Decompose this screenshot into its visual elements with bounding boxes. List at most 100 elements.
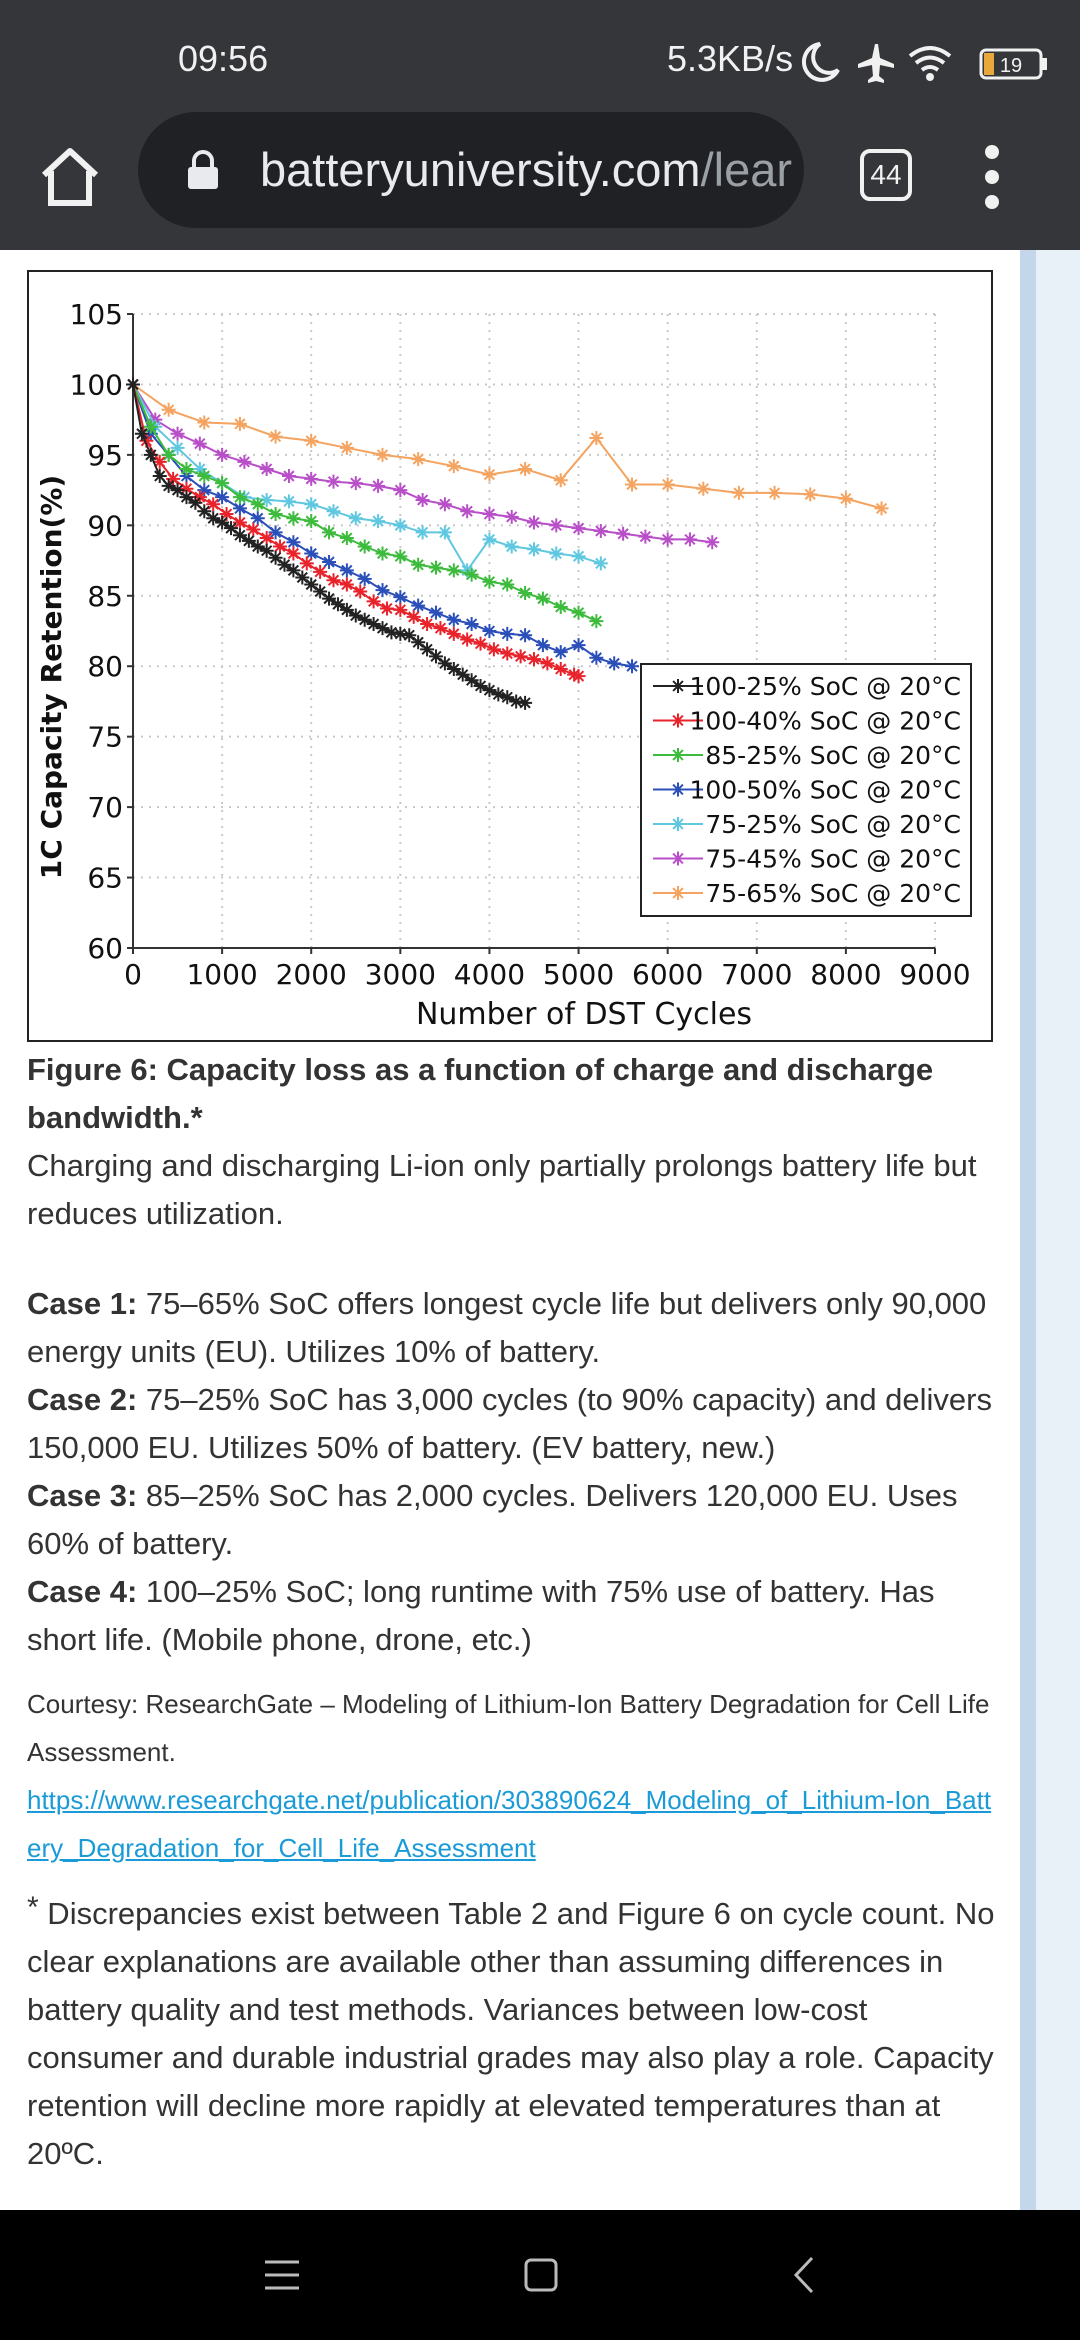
data-point <box>192 490 207 505</box>
x-tick-label: 5000 <box>543 958 614 991</box>
y-tick-label: 70 <box>87 791 123 824</box>
data-point <box>219 507 234 522</box>
home-square-icon[interactable] <box>516 2250 566 2300</box>
data-point <box>281 494 296 509</box>
footnote: * Discrepancies exist between Table 2 an… <box>27 1890 1002 2178</box>
data-point <box>567 667 582 682</box>
data-point <box>500 690 515 705</box>
y-tick-label: 75 <box>87 721 123 754</box>
data-point <box>339 577 354 592</box>
data-point <box>339 602 354 617</box>
x-tick-label: 4000 <box>454 958 525 991</box>
address-bar[interactable]: batteryuniversity.com/lear <box>138 112 804 228</box>
data-point <box>660 477 675 492</box>
data-point <box>304 433 319 448</box>
back-icon[interactable] <box>780 2250 830 2300</box>
data-point <box>322 525 337 540</box>
data-point <box>464 673 479 688</box>
battery-icon: 19 <box>979 48 1047 80</box>
data-point <box>446 626 461 641</box>
data-point <box>527 652 541 667</box>
data-point <box>232 490 247 505</box>
menu-icon[interactable] <box>257 2250 307 2300</box>
data-point <box>491 687 506 702</box>
figure-description: Charging and discharging Li-ion only par… <box>27 1148 977 1231</box>
case-3: Case 3: 85–25% SoC has 2,000 cycles. Del… <box>27 1472 1002 1568</box>
data-point <box>348 608 363 623</box>
x-tick-label: 1000 <box>186 958 257 991</box>
data-point <box>411 635 426 650</box>
data-point <box>455 667 470 682</box>
data-point <box>161 402 176 417</box>
legend-label: 75-65% SoC @ 20°C <box>705 879 961 908</box>
data-point <box>286 535 301 550</box>
data-point <box>330 597 345 612</box>
case-2: Case 2: 75–25% SoC has 3,000 cycles (to … <box>27 1376 1002 1472</box>
x-axis-label: Number of DST Cycles <box>416 997 752 1032</box>
capacity-chart: 0 1000 2000 3000 4000 5000 6000 7000 8000 9000 60 6… <box>35 298 972 1032</box>
data-point <box>353 584 368 599</box>
data-point <box>246 522 261 537</box>
data-point <box>371 478 386 493</box>
data-point <box>428 605 443 620</box>
data-point <box>206 511 221 526</box>
network-speed: 5.3KB/s <box>667 38 794 79</box>
data-point <box>232 528 247 543</box>
data-point <box>473 678 488 693</box>
data-point <box>250 511 265 526</box>
data-point <box>166 471 181 486</box>
data-point <box>277 557 292 572</box>
data-point <box>571 521 586 536</box>
data-point <box>268 525 283 540</box>
data-point <box>393 518 408 533</box>
data-point <box>304 471 319 486</box>
chart-legend: 100-25% SoC @ 20°C 100-40% SoC @ 20°C 85-2… <box>640 663 972 917</box>
data-point <box>322 591 337 606</box>
data-point <box>671 679 685 693</box>
tabs-icon[interactable]: 44 <box>860 149 912 201</box>
scrollbar-edge <box>1020 250 1036 2210</box>
data-point <box>406 609 421 624</box>
lock-icon[interactable] <box>186 150 220 190</box>
data-point <box>482 683 497 698</box>
series-100-25-soc-20-c <box>126 377 533 710</box>
case-1: Case 1: 75–65% SoC offers longest cycle … <box>27 1280 1002 1376</box>
data-point <box>215 490 230 505</box>
data-point <box>304 514 319 529</box>
page-scrollbar[interactable] <box>1020 250 1080 2210</box>
data-point <box>616 526 631 541</box>
data-point <box>527 542 541 557</box>
data-point <box>433 621 448 636</box>
browser-chrome: 09:56 5.3KB/s 19 <box>0 0 1080 250</box>
data-point <box>482 507 497 522</box>
data-point <box>420 642 435 657</box>
data-point <box>464 567 479 582</box>
data-point <box>671 817 685 831</box>
y-tick-label: 80 <box>87 650 123 683</box>
data-point <box>259 492 274 507</box>
data-point <box>437 525 452 540</box>
series-75-65-soc-20-c <box>126 377 889 516</box>
url-text[interactable]: batteryuniversity.com/lear <box>260 142 792 197</box>
chart-axes <box>132 314 935 949</box>
data-point <box>415 525 430 540</box>
credit-link[interactable]: https://www.researchgate.net/publication… <box>27 1785 992 1863</box>
data-point <box>286 546 301 561</box>
case-text: 100–25% SoC; long runtime with 75% use o… <box>27 1574 935 1657</box>
data-point <box>313 584 328 599</box>
data-point <box>371 514 386 529</box>
legend-label: 100-50% SoC @ 20°C <box>689 776 961 805</box>
data-point <box>411 598 426 613</box>
data-point <box>500 577 515 592</box>
data-point <box>375 447 390 462</box>
data-point <box>143 447 158 462</box>
x-tick-label: 0 <box>124 958 142 991</box>
y-tick-label: 100 <box>70 368 123 401</box>
data-point <box>197 483 212 498</box>
data-point <box>428 560 443 575</box>
home-icon[interactable] <box>38 145 102 209</box>
data-point <box>348 511 363 526</box>
more-vert-icon[interactable] <box>982 144 1002 210</box>
data-point <box>549 546 564 561</box>
data-point <box>179 461 194 476</box>
